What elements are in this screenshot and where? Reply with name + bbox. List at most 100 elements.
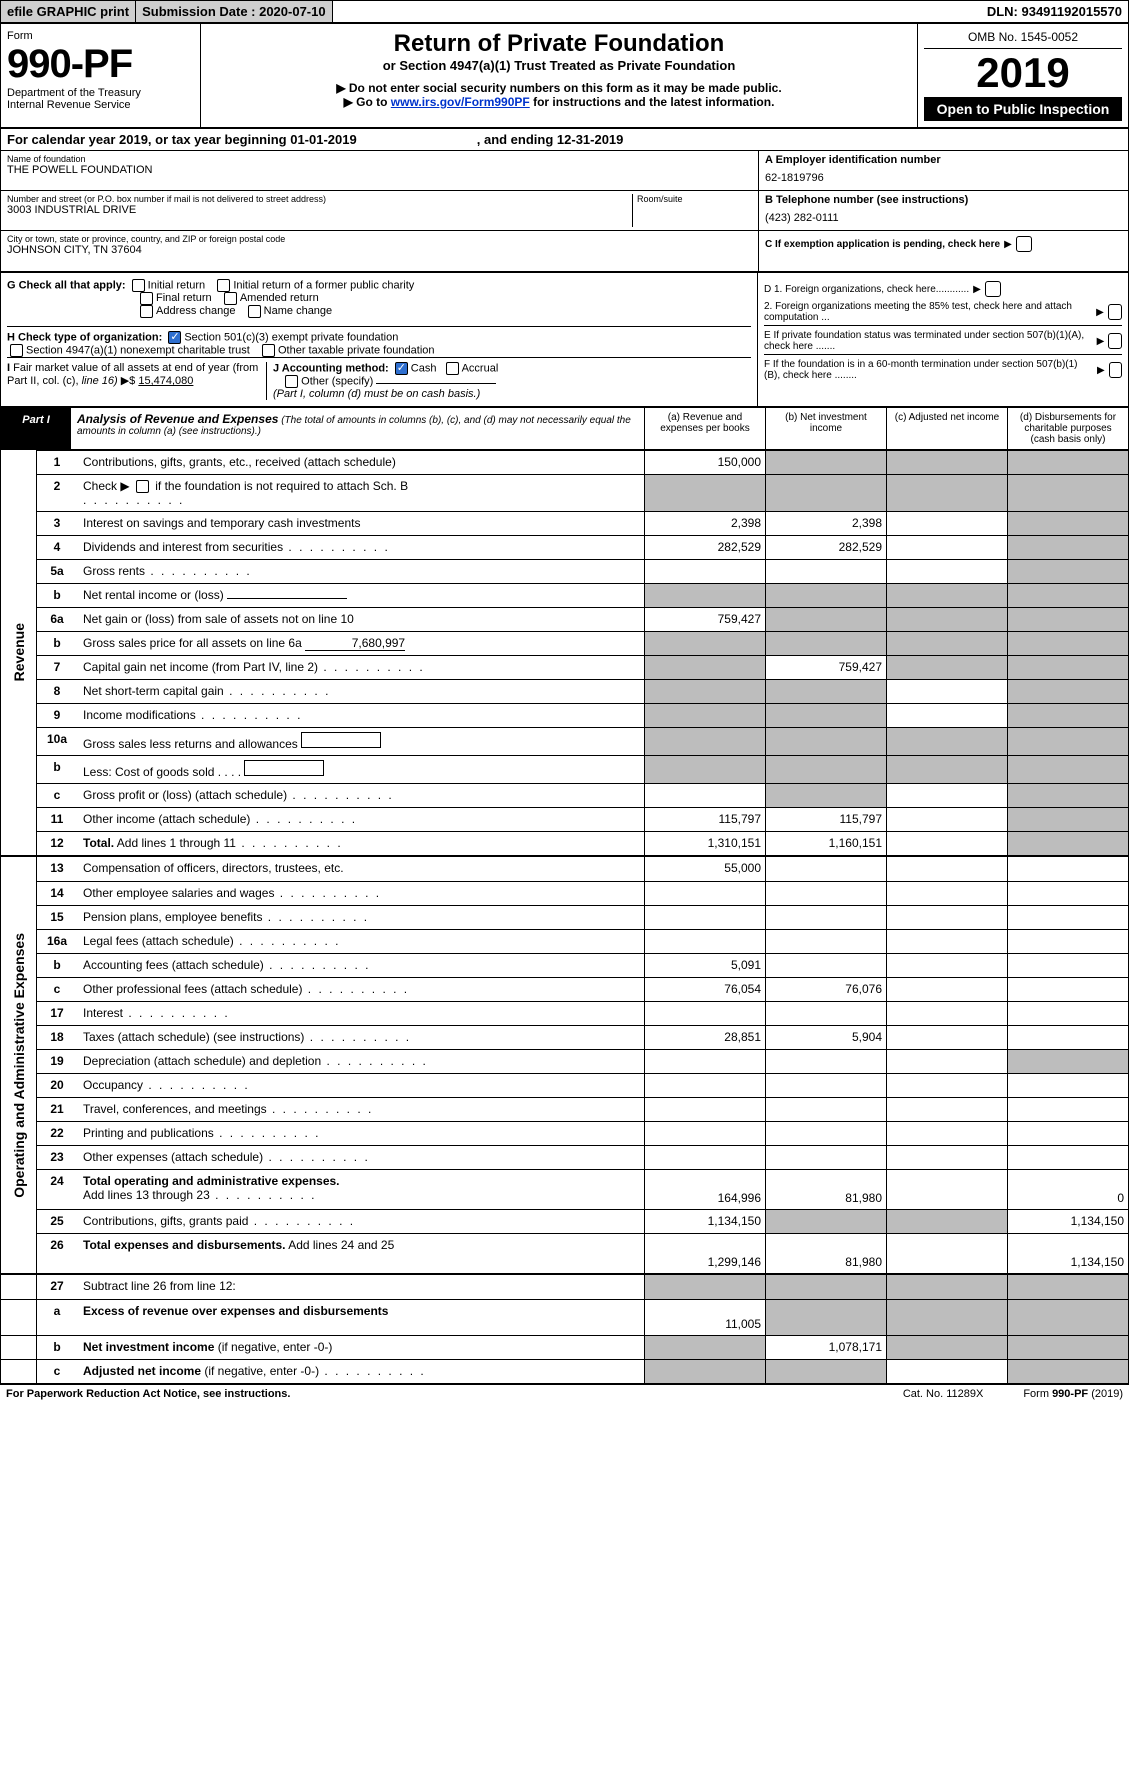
- a11c: [886, 808, 1007, 831]
- revenue-section: Revenue 1Contributions, gifts, grants, e…: [1, 450, 1128, 855]
- pending-checkbox[interactable]: [1016, 236, 1032, 252]
- a8d: [1007, 680, 1128, 703]
- pra-notice: For Paperwork Reduction Act Notice, see …: [6, 1388, 290, 1400]
- a27c: [886, 1275, 1007, 1299]
- j-accr-checkbox[interactable]: [446, 362, 459, 375]
- a12b: 1,160,151: [765, 832, 886, 855]
- j-cash: Cash: [411, 362, 437, 374]
- form-ref: Form 990-PF (2019): [1023, 1388, 1123, 1400]
- ln-21: 21: [37, 1098, 77, 1121]
- g-opt-5: Name change: [264, 305, 333, 317]
- a27ab: [765, 1300, 886, 1335]
- a14c: [886, 882, 1007, 905]
- a21b: [765, 1098, 886, 1121]
- ld-6a: Net gain or (loss) from sale of assets n…: [77, 608, 644, 631]
- a1c: [886, 451, 1007, 474]
- a26b: 81,980: [765, 1234, 886, 1273]
- open-public: Open to Public Inspection: [924, 97, 1122, 121]
- f-checkbox[interactable]: [1109, 362, 1122, 378]
- a7c: [886, 656, 1007, 679]
- a23c: [886, 1146, 1007, 1169]
- a20b: [765, 1074, 886, 1097]
- ln-10a: 10a: [37, 728, 77, 755]
- h-4947-checkbox[interactable]: [10, 344, 23, 357]
- a5ad: [1007, 560, 1128, 583]
- ln-14: 14: [37, 882, 77, 905]
- irs-label: Internal Revenue Service: [7, 99, 194, 111]
- h-501c3-checkbox[interactable]: [168, 331, 181, 344]
- a1b: [765, 451, 886, 474]
- j-cash-checkbox[interactable]: [395, 362, 408, 375]
- a16cc: [886, 978, 1007, 1001]
- ln-6b: b: [37, 632, 77, 655]
- g-amended-checkbox[interactable]: [224, 292, 237, 305]
- checks-left: G Check all that apply: Initial return I…: [1, 273, 758, 406]
- a27ba: [644, 1336, 765, 1359]
- h-opt-3: Other taxable private foundation: [278, 344, 435, 356]
- a10cb: [765, 784, 886, 807]
- a16ab: [765, 930, 886, 953]
- ld-24: Total operating and administrative expen…: [77, 1170, 644, 1209]
- d2-checkbox[interactable]: [1108, 304, 1122, 320]
- a27bd: [1007, 1336, 1128, 1359]
- part1-label: Part I: [1, 408, 71, 449]
- a15c: [886, 906, 1007, 929]
- efile-print-label[interactable]: efile GRAPHIC print: [1, 1, 136, 22]
- j-label: J Accounting method:: [273, 362, 389, 374]
- a7d: [1007, 656, 1128, 679]
- col-b-hdr: (b) Net investment income: [765, 408, 886, 449]
- form-word: Form: [7, 30, 194, 42]
- ld-16c: Other professional fees (attach schedule…: [77, 978, 644, 1001]
- ln-10b: b: [37, 756, 77, 783]
- e-checkbox[interactable]: [1108, 333, 1122, 349]
- cal-end: , and ending 12-31-2019: [477, 132, 624, 147]
- g-addrchg-checkbox[interactable]: [140, 305, 153, 318]
- form-page: efile GRAPHIC print Submission Date : 20…: [0, 0, 1129, 1384]
- a18c: [886, 1026, 1007, 1049]
- ld-9: Income modifications: [77, 704, 644, 727]
- ld-27a: Excess of revenue over expenses and disb…: [77, 1300, 644, 1335]
- a6bc: [886, 632, 1007, 655]
- schb-checkbox[interactable]: [136, 480, 149, 493]
- d1-checkbox[interactable]: [985, 281, 1001, 297]
- dept-label: Department of the Treasury: [7, 87, 194, 99]
- a12a: 1,310,151: [644, 832, 765, 855]
- g-initial-checkbox[interactable]: [132, 279, 145, 292]
- a15d: [1007, 906, 1128, 929]
- line27-section: 27Subtract line 26 from line 12: aExcess…: [1, 1273, 1128, 1383]
- goto-link[interactable]: www.irs.gov/Form990PF: [391, 95, 530, 109]
- ln-17: 17: [37, 1002, 77, 1025]
- a8b: [765, 680, 886, 703]
- a10cc: [886, 784, 1007, 807]
- h-other-checkbox[interactable]: [262, 344, 275, 357]
- g-final-checkbox[interactable]: [140, 292, 153, 305]
- a6ad: [1007, 608, 1128, 631]
- ld-8: Net short-term capital gain: [77, 680, 644, 703]
- goto-suffix: for instructions and the latest informat…: [530, 95, 775, 109]
- a27ca: [644, 1360, 765, 1383]
- e-label: E If private foundation status was termi…: [764, 330, 1093, 352]
- form-warning: ▶ Do not enter social security numbers o…: [211, 81, 907, 95]
- a27b: [765, 1275, 886, 1299]
- ld-18: Taxes (attach schedule) (see instruction…: [77, 1026, 644, 1049]
- ld-14: Other employee salaries and wages: [77, 882, 644, 905]
- tel-label: B Telephone number (see instructions): [765, 194, 1122, 206]
- g-opt-2: Final return: [156, 292, 212, 304]
- g-namechg-checkbox[interactable]: [248, 305, 261, 318]
- a16bc: [886, 954, 1007, 977]
- a5ac: [886, 560, 1007, 583]
- address-row: Number and street (or P.O. box number if…: [1, 191, 758, 231]
- a1d: [1007, 451, 1128, 474]
- g-former-checkbox[interactable]: [217, 279, 230, 292]
- a14d: [1007, 882, 1128, 905]
- a5aa: [644, 560, 765, 583]
- a6ac: [886, 608, 1007, 631]
- form-title-block: Return of Private Foundation or Section …: [201, 24, 918, 127]
- revenue-label: Revenue: [11, 623, 27, 681]
- j-other-checkbox[interactable]: [285, 375, 298, 388]
- a27bc: [886, 1336, 1007, 1359]
- ln-16b: b: [37, 954, 77, 977]
- ld-7: Capital gain net income (from Part IV, l…: [77, 656, 644, 679]
- ld-27b: Net investment income (if negative, ente…: [77, 1336, 644, 1359]
- a4a: 282,529: [644, 536, 765, 559]
